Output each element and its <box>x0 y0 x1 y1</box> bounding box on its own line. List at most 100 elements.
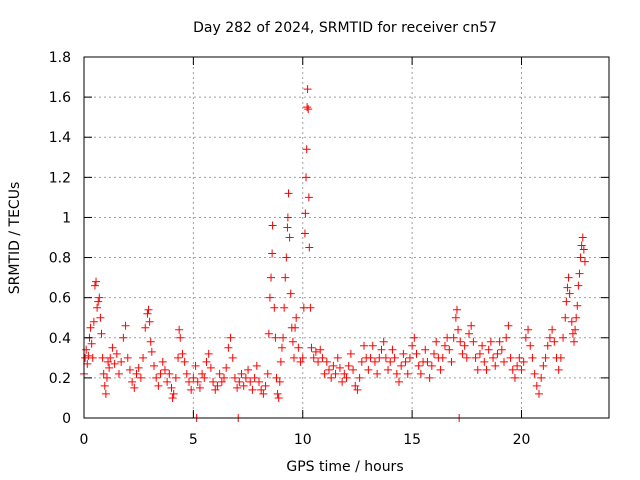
data-point <box>303 85 312 94</box>
data-point <box>283 223 292 232</box>
data-point <box>556 353 565 362</box>
data-point <box>495 337 504 346</box>
data-point <box>570 337 578 346</box>
data-point <box>478 341 487 350</box>
data-point <box>480 357 489 366</box>
data-point <box>410 333 419 342</box>
data-point <box>282 253 291 262</box>
data-point <box>215 369 224 378</box>
data-point <box>168 393 177 402</box>
data-point <box>349 365 358 374</box>
data-point <box>189 373 198 382</box>
data-point <box>286 289 295 298</box>
data-point <box>338 377 347 386</box>
data-point <box>340 369 349 378</box>
y-axis-label: SRMTID / TECUs <box>7 182 23 295</box>
data-point <box>440 341 449 350</box>
data-point <box>528 353 537 362</box>
data-point <box>95 293 104 302</box>
data-point <box>228 353 237 362</box>
data-point <box>175 325 184 334</box>
data-point <box>574 281 583 290</box>
data-point <box>220 373 228 382</box>
data-point <box>500 357 508 366</box>
x-tick-label: 10 <box>294 432 312 448</box>
data-point <box>292 313 301 322</box>
y-tick-label: 0.2 <box>49 371 71 387</box>
y-tick-label: 1.4 <box>49 130 71 146</box>
data-point <box>360 341 368 350</box>
data-point <box>204 349 213 358</box>
data-point <box>355 373 364 382</box>
data-point <box>195 383 204 392</box>
data-point <box>346 349 355 358</box>
data-point <box>351 381 360 390</box>
data-point <box>123 353 132 362</box>
data-point <box>156 369 165 378</box>
data-point <box>248 385 257 394</box>
data-point <box>432 337 441 346</box>
data-point <box>344 361 353 370</box>
data-point <box>84 351 93 360</box>
data-point <box>272 373 281 382</box>
data-point <box>539 361 548 370</box>
data-point <box>388 345 397 354</box>
data-point <box>125 365 134 374</box>
data-point <box>136 373 145 382</box>
data-point <box>86 323 95 332</box>
data-point <box>165 369 174 378</box>
data-point <box>267 273 276 282</box>
data-point <box>163 377 172 386</box>
data-point <box>517 365 526 374</box>
data-point <box>579 245 588 254</box>
data-point <box>486 337 495 346</box>
data-point <box>102 373 111 382</box>
data-point <box>263 369 272 378</box>
data-point <box>465 329 473 338</box>
data-point <box>291 323 300 332</box>
data-point <box>284 189 293 198</box>
data-point <box>300 229 309 238</box>
data-point <box>128 377 137 386</box>
data-point <box>235 377 244 386</box>
data-point <box>112 349 121 358</box>
data-point <box>469 337 478 346</box>
data-point <box>110 359 119 368</box>
data-point <box>423 357 432 366</box>
data-point <box>392 369 401 378</box>
data-point <box>515 353 524 362</box>
data-point <box>178 349 187 358</box>
data-point <box>521 333 530 342</box>
data-point <box>436 365 445 374</box>
data-point <box>384 365 393 374</box>
data-point <box>576 253 585 262</box>
data-point <box>530 369 539 378</box>
data-point <box>368 341 377 350</box>
data-point <box>571 325 580 334</box>
data-point <box>304 193 313 202</box>
data-point <box>259 389 268 398</box>
data-point <box>290 353 298 362</box>
data-point <box>241 373 250 382</box>
data-point <box>141 323 150 332</box>
y-tick-label: 1.8 <box>49 50 71 66</box>
data-point <box>575 269 584 278</box>
data-point <box>577 241 586 250</box>
data-point <box>405 353 414 362</box>
data-point <box>90 281 99 290</box>
data-point <box>105 363 114 372</box>
data-point <box>97 329 106 338</box>
data-point <box>294 343 303 352</box>
data-point <box>271 333 280 342</box>
data-point <box>399 349 408 358</box>
data-point <box>381 353 390 362</box>
data-point <box>475 349 484 358</box>
data-point <box>379 337 388 346</box>
data-point <box>342 373 351 382</box>
data-point <box>377 345 386 354</box>
x-tick-label: 0 <box>80 432 89 448</box>
data-point <box>274 393 283 402</box>
data-point <box>316 345 325 354</box>
data-point <box>130 383 139 392</box>
